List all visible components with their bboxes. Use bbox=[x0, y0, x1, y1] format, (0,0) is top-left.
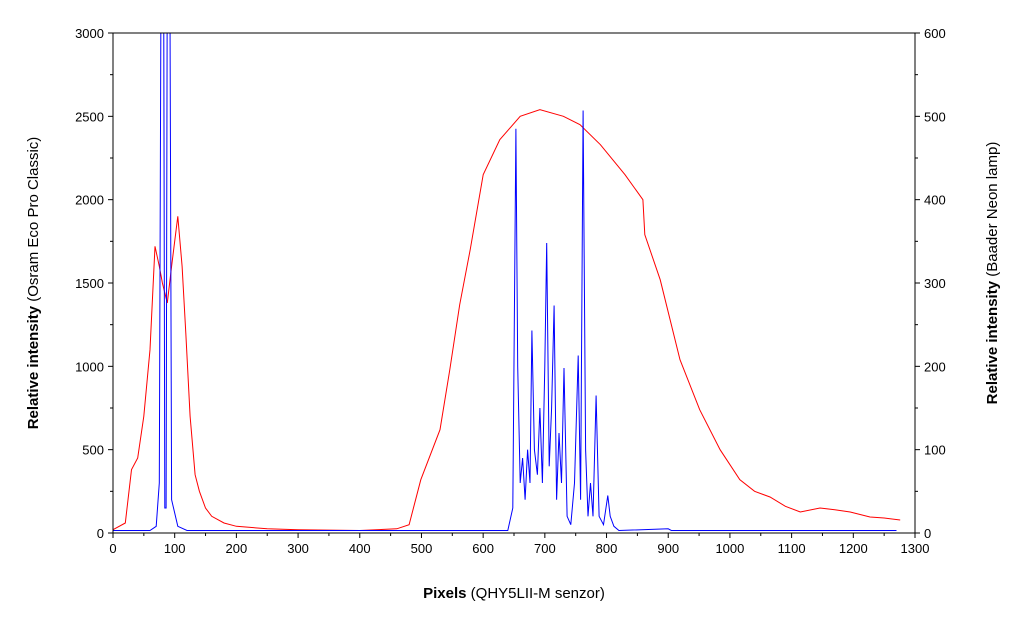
y-right-tick-label: 200 bbox=[924, 359, 946, 374]
y-left-axis-label: Relative intensity (Osram Eco Pro Classi… bbox=[25, 137, 42, 430]
x-tick-label: 0 bbox=[109, 541, 116, 556]
x-tick-label: 800 bbox=[596, 541, 618, 556]
series-line-left bbox=[113, 109, 901, 532]
y-right-axis-label-rest: (Baader Neon lamp) bbox=[984, 142, 1001, 281]
x-tick-label: 1300 bbox=[901, 541, 930, 556]
y-right-axis-label: Relative intensity (Baader Neon lamp) bbox=[984, 142, 1001, 405]
x-axis-label-rest: (QHY5LII-M senzor) bbox=[467, 585, 605, 602]
x-tick-label: 600 bbox=[472, 541, 494, 556]
y-right-tick-label: 500 bbox=[924, 109, 946, 124]
y-left-axis-label-bold: Relative intensity bbox=[25, 305, 42, 429]
y-right-tick-label: 100 bbox=[924, 443, 946, 458]
x-tick-label: 400 bbox=[349, 541, 371, 556]
y-left-tick-label: 500 bbox=[82, 443, 104, 458]
x-tick-label: 1000 bbox=[715, 541, 744, 556]
y-right-tick-label: 0 bbox=[924, 526, 931, 541]
x-tick-label: 500 bbox=[411, 541, 433, 556]
plot-area bbox=[113, 33, 901, 532]
series-line-right bbox=[113, 33, 897, 532]
y-left-tick-label: 0 bbox=[97, 526, 104, 541]
x-tick-label: 900 bbox=[657, 541, 679, 556]
y-left-tick-label: 1000 bbox=[75, 359, 104, 374]
y-left-tick-label: 3000 bbox=[75, 26, 104, 41]
x-axis-label: Pixels (QHY5LII-M senzor) bbox=[423, 585, 605, 602]
x-tick-label: 300 bbox=[287, 541, 309, 556]
y-left-tick-label: 2500 bbox=[75, 109, 104, 124]
y-right-tick-label: 600 bbox=[924, 26, 946, 41]
x-tick-label: 1200 bbox=[839, 541, 868, 556]
y-right-tick-label: 400 bbox=[924, 193, 946, 208]
y-left-tick-label: 2000 bbox=[75, 193, 104, 208]
x-tick-label: 1100 bbox=[778, 541, 806, 556]
x-tick-label: 200 bbox=[226, 541, 248, 556]
y-right-tick-label: 300 bbox=[924, 276, 946, 291]
x-tick-label: 700 bbox=[534, 541, 556, 556]
x-axis-label-bold: Pixels bbox=[423, 585, 466, 602]
y-left-axis-label-rest: (Osram Eco Pro Classic) bbox=[25, 137, 42, 306]
x-tick-label: 100 bbox=[164, 541, 186, 556]
y-left-tick-label: 1500 bbox=[75, 276, 104, 291]
plot-frame bbox=[112, 32, 916, 534]
axes-ticks: 0 100 200 300 400 500 600 700 800 900 1000 1100 1200… bbox=[75, 26, 946, 556]
y-right-axis-label-bold: Relative intensity bbox=[984, 280, 1001, 404]
